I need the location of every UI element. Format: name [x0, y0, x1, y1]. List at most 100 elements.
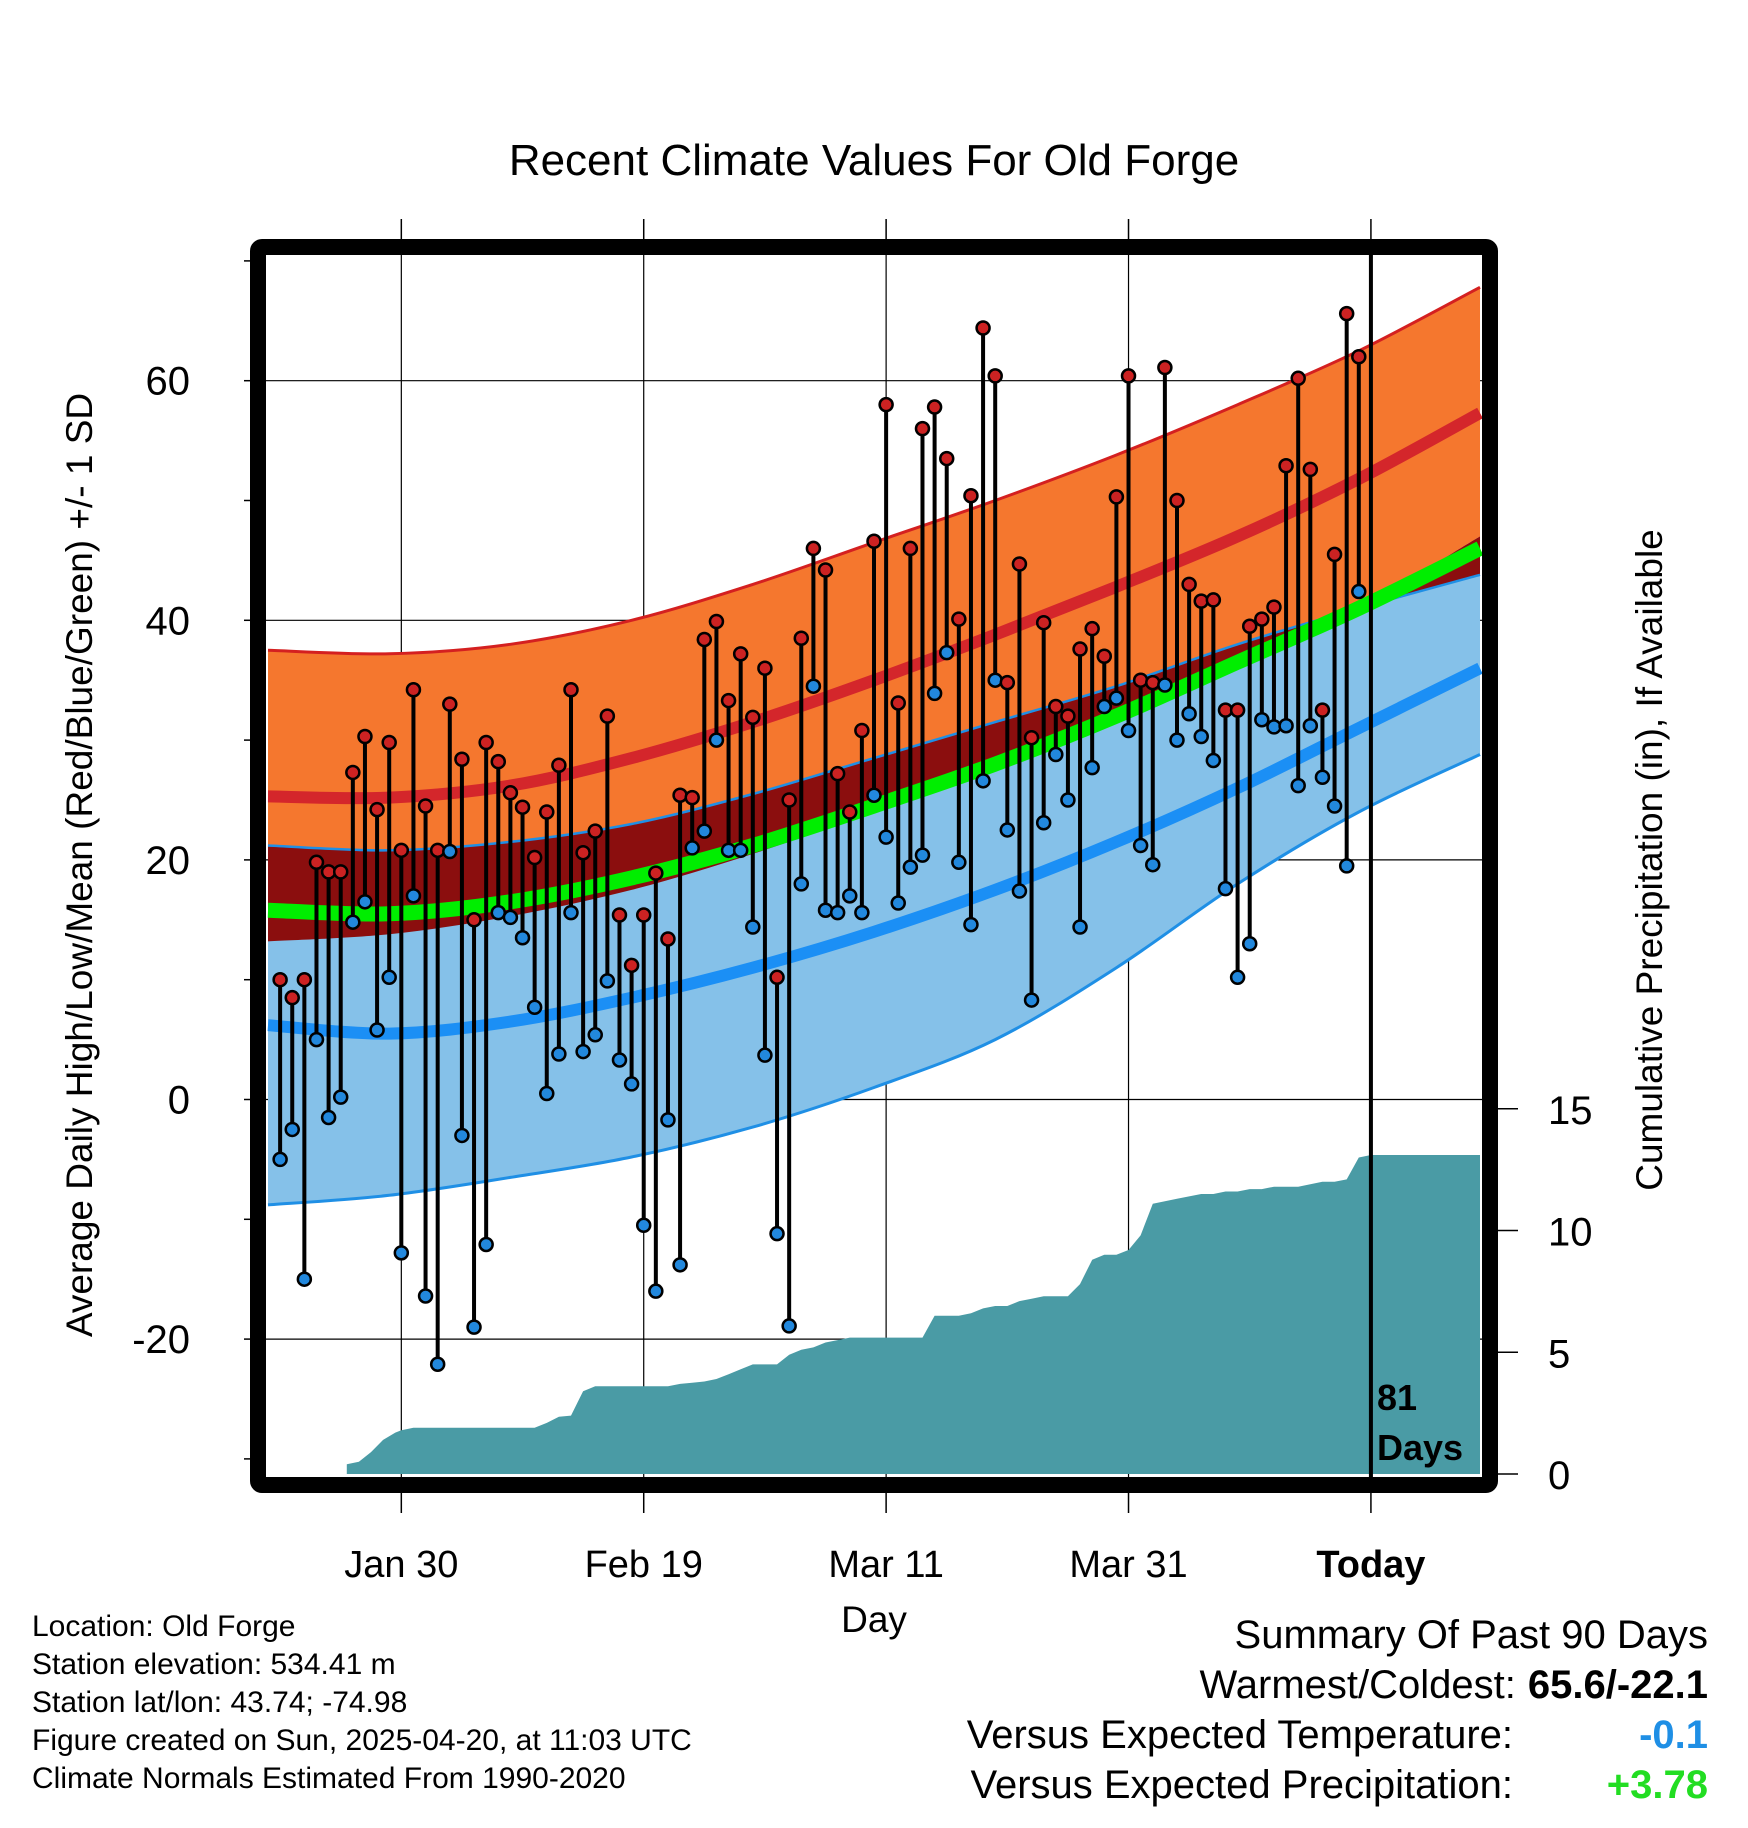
- daily-high-point: [575, 844, 591, 861]
- chart-title: Recent Climate Values For Old Forge: [509, 136, 1239, 185]
- daily-low-point: [514, 930, 531, 946]
- axes: -20 0 20 40 60 Jan 30 Feb 19 Mar 11 Mar 31 Today 0…: [132, 219, 1593, 1586]
- daily-high-point: [272, 971, 288, 988]
- daily-high-point: [551, 757, 567, 774]
- daily-high-point: [854, 722, 870, 739]
- today-annotation-unit: Days: [1377, 1427, 1463, 1468]
- daily-low-point: [660, 1112, 676, 1128]
- daily-low-point: [442, 843, 458, 860]
- daily-high-point: [1048, 698, 1064, 715]
- daily-high-point: [987, 368, 1003, 384]
- daily-low-point: [684, 840, 700, 856]
- daily-high-point: [1035, 614, 1052, 631]
- daily-low-point: [1217, 880, 1234, 897]
- daily-low-point: [1169, 732, 1185, 748]
- daily-high-point: [963, 487, 979, 504]
- y-tick-label: -20: [132, 1318, 190, 1362]
- x-axis-label: Day: [841, 1599, 907, 1640]
- x-tick-label: Feb 19: [585, 1544, 703, 1586]
- daily-low-point: [975, 773, 991, 789]
- daily-high-point: [502, 785, 519, 801]
- daily-high-point: [1229, 702, 1246, 718]
- daily-low-point: [866, 787, 882, 803]
- daily-high-point: [345, 764, 361, 781]
- daily-high-point: [454, 751, 470, 768]
- daily-high-point: [878, 396, 894, 413]
- daily-low-point: [1326, 798, 1343, 814]
- daily-high-point: [999, 674, 1016, 691]
- daily-low-point: [1084, 759, 1100, 776]
- daily-high-point: [1290, 370, 1306, 387]
- daily-low-point: [708, 732, 725, 748]
- daily-low-point: [1023, 992, 1040, 1008]
- daily-low-point: [405, 888, 422, 904]
- daily-low-point: [757, 1047, 773, 1063]
- daily-high-point: [393, 842, 410, 859]
- daily-low-point: [1290, 777, 1306, 794]
- daily-low-point: [526, 999, 543, 1016]
- y2-tick-label: 5: [1548, 1332, 1570, 1376]
- created-text: Figure created on Sun, 2025-04-20, at 11…: [32, 1724, 692, 1757]
- daily-high-point: [405, 682, 422, 698]
- daily-high-point: [1108, 489, 1125, 505]
- daily-low-point: [635, 1217, 652, 1234]
- daily-low-point: [1254, 711, 1270, 728]
- daily-high-point: [308, 854, 325, 871]
- daily-low-point: [648, 1283, 664, 1299]
- y-tick-label: 0: [168, 1079, 190, 1123]
- daily-high-point: [829, 765, 846, 782]
- y2-tick-label: 0: [1548, 1454, 1570, 1498]
- daily-high-point: [660, 931, 676, 947]
- precip-value: +3.78: [1606, 1763, 1708, 1807]
- daily-high-point: [478, 734, 494, 751]
- daily-high-point: [842, 804, 858, 820]
- daily-high-point: [466, 912, 482, 928]
- daily-low-point: [1338, 858, 1355, 874]
- daily-high-point: [1145, 674, 1161, 691]
- daily-high-point: [926, 399, 943, 415]
- daily-high-point: [611, 907, 628, 923]
- today-annotation-count: 81: [1377, 1377, 1417, 1418]
- daily-low-point: [587, 1027, 603, 1043]
- normals-period-text: Climate Normals Estimated From 1990-2020: [32, 1762, 626, 1795]
- daily-high-point: [805, 540, 822, 557]
- daily-low-point: [1096, 698, 1113, 715]
- daily-high-point: [672, 787, 688, 803]
- daily-low-point: [296, 1271, 313, 1287]
- daily-low-point: [551, 1046, 567, 1062]
- daily-low-point: [369, 1022, 385, 1038]
- daily-high-point: [745, 709, 761, 726]
- daily-low-point: [951, 854, 967, 871]
- daily-low-point: [1120, 722, 1137, 739]
- daily-low-point: [963, 916, 979, 933]
- daily-high-point: [793, 630, 810, 647]
- daily-low-point: [539, 1085, 555, 1102]
- daily-low-point: [1060, 792, 1076, 808]
- daily-low-point: [357, 894, 373, 910]
- daily-high-point: [599, 708, 616, 724]
- elevation-text: Station elevation: 534.41 m: [32, 1648, 396, 1681]
- summary-title: Summary Of Past 90 Days: [1234, 1613, 1708, 1657]
- station-info: Location: Old Forge Station elevation: 5…: [32, 1608, 692, 1798]
- daily-high-point: [902, 540, 919, 557]
- daily-low-point: [623, 1076, 640, 1092]
- daily-low-point: [1011, 883, 1028, 899]
- daily-high-point: [1205, 592, 1222, 608]
- temp-row: Versus Expected Temperature: -0.1: [967, 1710, 1708, 1760]
- daily-high-point: [635, 907, 652, 923]
- daily-high-point: [442, 696, 458, 712]
- daily-low-point: [938, 644, 955, 661]
- y-tick-label: 20: [146, 839, 191, 883]
- daily-high-point: [1326, 546, 1343, 563]
- x-tick-label: Mar 11: [828, 1544, 943, 1586]
- daily-low-point: [999, 822, 1016, 838]
- daily-high-point: [769, 969, 785, 986]
- daily-high-point: [369, 801, 385, 818]
- daily-high-point: [1072, 641, 1088, 657]
- daily-low-point: [842, 888, 858, 904]
- daily-high-point: [648, 865, 664, 881]
- daily-low-point: [1193, 728, 1209, 745]
- y2-tick-label: 15: [1548, 1089, 1593, 1133]
- daily-low-point: [696, 823, 713, 839]
- daily-high-point: [332, 864, 349, 880]
